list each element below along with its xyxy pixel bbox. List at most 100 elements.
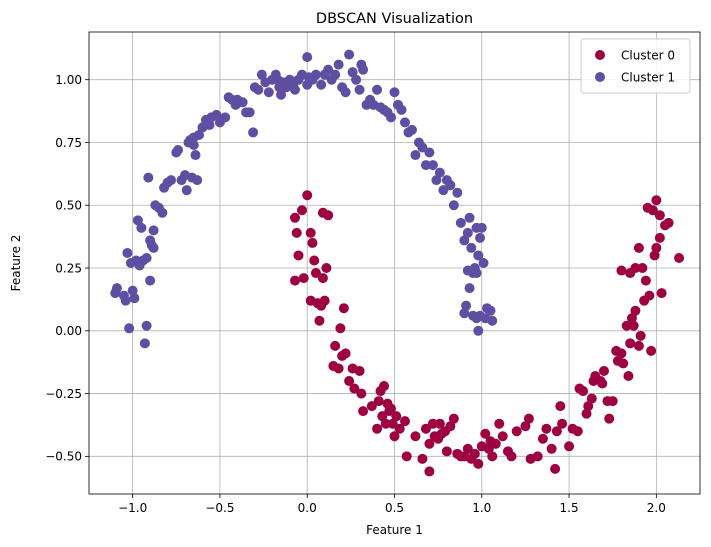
- data-point-cluster-0: [480, 428, 491, 439]
- data-point-cluster-1: [141, 252, 152, 263]
- data-point-cluster-1: [124, 323, 135, 334]
- data-point-cluster-1: [148, 242, 159, 253]
- data-point-cluster-1: [487, 315, 498, 326]
- data-point-cluster-0: [607, 396, 618, 407]
- data-point-cluster-0: [520, 421, 531, 432]
- data-point-cluster-0: [583, 401, 594, 412]
- data-point-cluster-1: [145, 275, 156, 286]
- data-point-cluster-1: [139, 338, 150, 349]
- data-point-cluster-0: [581, 408, 592, 419]
- data-point-cluster-1: [127, 285, 138, 296]
- data-point-cluster-0: [564, 441, 575, 452]
- legend-label: Cluster 1: [621, 70, 675, 84]
- data-point-cluster-0: [647, 205, 658, 216]
- data-point-cluster-0: [358, 406, 369, 417]
- data-point-cluster-0: [626, 313, 637, 324]
- data-point-cluster-1: [302, 52, 313, 63]
- data-point-cluster-0: [424, 438, 435, 449]
- x-axis-label: Feature 1: [366, 523, 423, 537]
- data-point-cluster-0: [309, 255, 320, 266]
- data-point-cluster-0: [349, 383, 360, 394]
- data-point-cluster-1: [438, 185, 449, 196]
- data-point-cluster-0: [546, 443, 557, 454]
- x-tick-label: −1.0: [118, 501, 147, 515]
- data-point-cluster-1: [452, 187, 463, 198]
- data-point-cluster-0: [532, 451, 543, 462]
- data-point-cluster-1: [475, 232, 486, 243]
- data-point-cluster-0: [523, 413, 534, 424]
- data-point-cluster-0: [340, 348, 351, 359]
- y-tick-label: −0.25: [45, 387, 82, 401]
- data-point-cluster-0: [317, 273, 328, 284]
- data-point-cluster-1: [406, 124, 417, 135]
- data-point-cluster-0: [674, 252, 685, 263]
- legend-marker-cluster-0: [595, 50, 605, 60]
- x-tick-label: 1.5: [560, 501, 579, 515]
- data-point-cluster-1: [330, 69, 341, 80]
- data-point-cluster-0: [314, 315, 325, 326]
- data-point-cluster-0: [651, 242, 662, 253]
- data-point-cluster-0: [651, 195, 662, 206]
- data-point-cluster-0: [654, 232, 665, 243]
- chart-title: DBSCAN Visualization: [316, 11, 473, 27]
- data-point-cluster-0: [445, 421, 456, 432]
- data-point-cluster-1: [333, 59, 344, 70]
- data-point-cluster-0: [296, 205, 307, 216]
- data-point-cluster-0: [649, 250, 660, 261]
- data-point-cluster-1: [220, 112, 231, 123]
- legend-marker-cluster-1: [595, 72, 605, 82]
- data-point-cluster-0: [625, 338, 636, 349]
- data-point-cluster-1: [354, 84, 365, 95]
- data-point-cluster-1: [340, 87, 351, 98]
- data-point-cluster-0: [424, 466, 435, 477]
- data-point-cluster-0: [377, 411, 388, 422]
- data-point-cluster-1: [136, 222, 147, 233]
- data-point-cluster-0: [366, 401, 377, 412]
- data-point-cluster-0: [646, 345, 657, 356]
- data-point-cluster-1: [464, 283, 475, 294]
- data-point-cluster-1: [462, 227, 473, 238]
- x-tick-label: 0.0: [298, 501, 317, 515]
- data-point-cluster-0: [630, 305, 641, 316]
- data-point-cluster-1: [310, 69, 321, 80]
- data-point-cluster-0: [578, 386, 589, 397]
- data-point-cluster-0: [537, 433, 548, 444]
- data-point-cluster-0: [354, 365, 365, 376]
- x-tick-label: 1.0: [472, 501, 491, 515]
- data-point-cluster-0: [338, 303, 349, 314]
- legend-box: [580, 38, 691, 94]
- data-point-cluster-1: [132, 215, 143, 226]
- data-point-cluster-1: [263, 87, 274, 98]
- data-point-cluster-1: [188, 132, 199, 143]
- data-point-cluster-1: [461, 300, 472, 311]
- data-point-cluster-0: [588, 376, 599, 387]
- data-point-cluster-0: [555, 401, 566, 412]
- data-point-cluster-0: [633, 340, 644, 351]
- data-point-cluster-0: [427, 418, 438, 429]
- data-point-cluster-0: [506, 451, 517, 462]
- data-point-cluster-1: [485, 305, 496, 316]
- data-point-cluster-1: [431, 175, 442, 186]
- data-point-cluster-0: [333, 363, 344, 374]
- data-point-cluster-1: [448, 200, 459, 211]
- data-point-cluster-0: [541, 423, 552, 434]
- data-point-cluster-0: [323, 210, 334, 221]
- data-point-cluster-0: [417, 453, 428, 464]
- data-point-cluster-0: [621, 320, 632, 331]
- data-point-cluster-1: [204, 119, 215, 130]
- data-point-cluster-1: [473, 325, 484, 336]
- data-point-cluster-1: [386, 112, 397, 123]
- data-point-cluster-0: [434, 418, 445, 429]
- data-point-cluster-0: [586, 393, 597, 404]
- data-point-cluster-0: [391, 411, 402, 422]
- data-point-cluster-1: [244, 107, 255, 118]
- data-point-cluster-1: [253, 84, 264, 95]
- data-points: [110, 49, 685, 477]
- x-tick-label: −0.5: [205, 501, 234, 515]
- data-point-cluster-0: [623, 370, 634, 381]
- data-point-cluster-0: [604, 413, 615, 424]
- data-point-cluster-0: [494, 418, 505, 429]
- data-point-cluster-1: [122, 247, 133, 258]
- data-point-cluster-1: [143, 172, 154, 183]
- legend: Cluster 0 Cluster 1: [580, 38, 691, 94]
